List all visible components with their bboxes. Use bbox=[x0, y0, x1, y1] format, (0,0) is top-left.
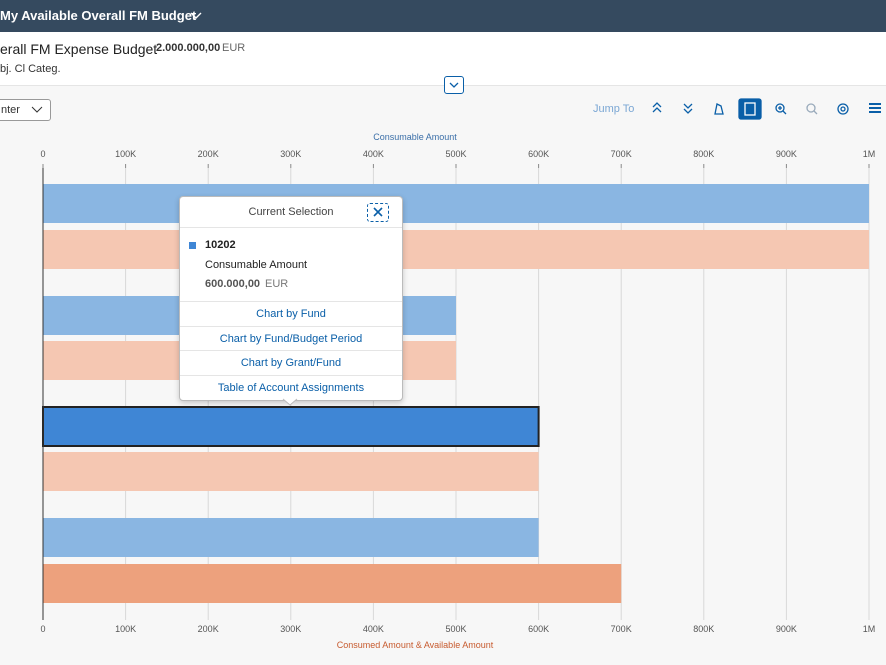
x-tick-label: 500K bbox=[445, 149, 466, 159]
x-tick-label: 800K bbox=[693, 624, 714, 634]
legend-icon bbox=[744, 102, 756, 116]
bar bbox=[43, 230, 869, 269]
expand-all[interactable] bbox=[652, 102, 662, 113]
x-tick-label: 1M bbox=[863, 624, 876, 634]
bar bbox=[43, 184, 869, 223]
x-top-title: Consumable Amount bbox=[373, 132, 457, 142]
drill-icon[interactable] bbox=[714, 103, 724, 115]
chevron bbox=[190, 12, 202, 19]
measure: Consumable Amount bbox=[205, 259, 308, 271]
x-tick-label: 700K bbox=[611, 149, 632, 159]
bar bbox=[42, 406, 540, 447]
x-tick-label: 400K bbox=[363, 624, 384, 634]
x-tick-label: 200K bbox=[198, 149, 219, 159]
toolbar-icons bbox=[652, 98, 881, 120]
object-name: erall FM Expense Budget bbox=[0, 41, 158, 57]
close-button[interactable] bbox=[367, 203, 389, 222]
link[interactable]: Chart by Fund bbox=[180, 301, 402, 326]
currency: EUR bbox=[265, 278, 289, 290]
app-title[interactable]: My Available Overall FM Budget bbox=[0, 8, 197, 23]
zoom-in[interactable] bbox=[775, 103, 785, 113]
legend-toggle[interactable] bbox=[738, 98, 762, 120]
x-tick-label: 200K bbox=[198, 624, 219, 634]
x-tick-label: 0 bbox=[40, 149, 45, 159]
x-tick-label: 300K bbox=[280, 149, 301, 159]
x-tick-label: 600K bbox=[528, 624, 549, 634]
legend-swatch bbox=[189, 242, 196, 249]
collapse-button[interactable] bbox=[444, 76, 464, 94]
popover: Current Selection 10202 Consumable Amoun… bbox=[179, 196, 403, 406]
collapse-all[interactable] bbox=[683, 103, 693, 114]
x-tick-label: 100K bbox=[115, 149, 136, 159]
bar bbox=[43, 518, 539, 557]
x-tick-label: 400K bbox=[363, 149, 384, 159]
x-tick-label: 1M bbox=[863, 149, 876, 159]
x-tick-label: 300K bbox=[280, 624, 301, 634]
shell-bar: My Available Overall FM Budget bbox=[0, 0, 886, 32]
popover-arrow bbox=[282, 398, 298, 406]
x-bottom-title: Consumed Amount & Available Amount bbox=[337, 640, 494, 650]
link[interactable]: Chart by Fund/Budget Period bbox=[180, 326, 402, 351]
settings[interactable] bbox=[837, 103, 849, 115]
item-id: 10202 bbox=[205, 239, 236, 251]
x-tick-label: 900K bbox=[776, 149, 797, 159]
collapse-icon bbox=[449, 82, 459, 88]
chart: Consumable Amount Consumed Amount & Avai… bbox=[40, 132, 876, 650]
dropdown-text: nter bbox=[1, 104, 20, 116]
object-header: erall FM Expense Budget 2.000.000,00 EUR… bbox=[0, 32, 886, 86]
object-subtitle: bj. Cl Categ. bbox=[0, 63, 61, 75]
table-view[interactable] bbox=[869, 103, 881, 113]
dropdown[interactable]: nter bbox=[0, 99, 51, 121]
bar bbox=[43, 564, 622, 603]
x-tick-label: 700K bbox=[611, 624, 632, 634]
x-tick-label: 0 bbox=[40, 624, 45, 634]
object-amount: 2.000.000,00 bbox=[156, 42, 221, 54]
x-tick-label: 900K bbox=[776, 624, 797, 634]
link[interactable]: Table of Account Assignments bbox=[180, 375, 402, 400]
object-currency: EUR bbox=[222, 42, 246, 54]
x-tick-label: 800K bbox=[693, 149, 714, 159]
bar bbox=[43, 452, 539, 491]
dropdown-arrow bbox=[31, 106, 43, 113]
x-tick-label: 500K bbox=[445, 624, 466, 634]
amount: 600.000,00 bbox=[205, 278, 261, 290]
close-icon bbox=[373, 207, 383, 217]
jump-to[interactable]: Jump To bbox=[593, 103, 635, 115]
popover-title: Current Selection bbox=[180, 197, 402, 228]
link[interactable]: Chart by Grant/Fund bbox=[180, 350, 402, 375]
x-tick-label: 100K bbox=[115, 624, 136, 634]
zoom-out[interactable] bbox=[806, 103, 816, 113]
x-tick-label: 600K bbox=[528, 149, 549, 159]
